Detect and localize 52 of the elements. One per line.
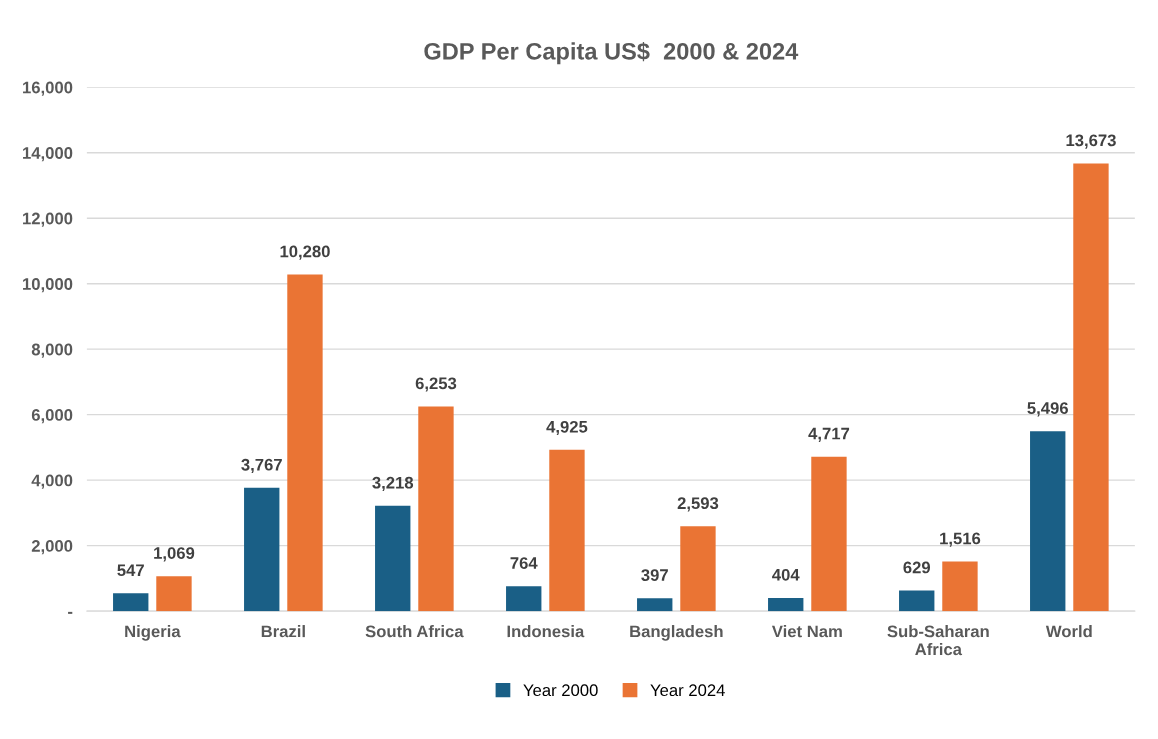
data-label: 3,767 bbox=[241, 458, 282, 474]
x-tick-label: Sub-Saharan Africa bbox=[887, 625, 989, 656]
bar bbox=[899, 590, 935, 612]
bar bbox=[113, 593, 149, 612]
bar bbox=[768, 597, 804, 612]
bar bbox=[375, 505, 411, 612]
y-tick-label: 12,000 bbox=[23, 212, 73, 227]
data-label: 397 bbox=[641, 569, 668, 581]
x-tick-label: Nigeria bbox=[125, 625, 181, 641]
bar bbox=[942, 561, 978, 612]
data-label: 1,516 bbox=[940, 532, 981, 547]
y-tick-label: 2,000 bbox=[31, 540, 73, 555]
y-tick-label: 16,000 bbox=[23, 81, 73, 96]
y-tick-label: 8,000 bbox=[31, 343, 73, 358]
legend-label: Year 2000 bbox=[523, 684, 598, 697]
y-tick-label: 4,000 bbox=[31, 474, 73, 489]
x-tick-label: Viet Nam bbox=[771, 625, 842, 638]
data-label: 2,593 bbox=[677, 497, 719, 512]
bar bbox=[680, 526, 716, 612]
data-label: 764 bbox=[510, 557, 538, 569]
bar bbox=[418, 406, 454, 612]
bar bbox=[549, 449, 585, 612]
data-label: 13,673 bbox=[1066, 134, 1116, 149]
data-label: 5,496 bbox=[1027, 402, 1068, 417]
data-label: 404 bbox=[772, 568, 800, 581]
x-tick-label: Indonesia bbox=[507, 625, 585, 638]
data-label: 3,218 bbox=[372, 476, 414, 492]
y-tick-label: 10,000 bbox=[23, 278, 73, 293]
y-tick-label: - bbox=[68, 611, 73, 614]
x-tick-label: World bbox=[1045, 625, 1092, 638]
bar bbox=[506, 586, 542, 612]
x-tick-label: Bangladesh bbox=[630, 625, 723, 641]
bar bbox=[244, 487, 280, 612]
bar bbox=[1030, 431, 1066, 612]
legend-label: Year 2024 bbox=[650, 684, 725, 697]
y-tick-label: 14,000 bbox=[23, 147, 73, 162]
data-label: 1,069 bbox=[154, 547, 195, 562]
bar bbox=[811, 456, 847, 612]
x-tick-label: South Africa bbox=[365, 625, 464, 638]
data-label: 4,717 bbox=[808, 427, 850, 442]
bar bbox=[156, 576, 192, 612]
x-tick-label: Brazil bbox=[261, 625, 305, 638]
data-label: 4,925 bbox=[546, 420, 588, 436]
data-label: 6,253 bbox=[415, 377, 457, 392]
bar bbox=[1073, 163, 1109, 612]
data-label: 547 bbox=[117, 564, 144, 577]
data-label: 629 bbox=[903, 561, 931, 574]
y-tick-label: 6,000 bbox=[31, 409, 73, 424]
data-label: 10,280 bbox=[280, 245, 330, 260]
bar bbox=[287, 274, 323, 612]
chart-title: GDP Per Capita US$ 2000 & 2024 bbox=[424, 41, 799, 65]
bar bbox=[637, 598, 673, 612]
